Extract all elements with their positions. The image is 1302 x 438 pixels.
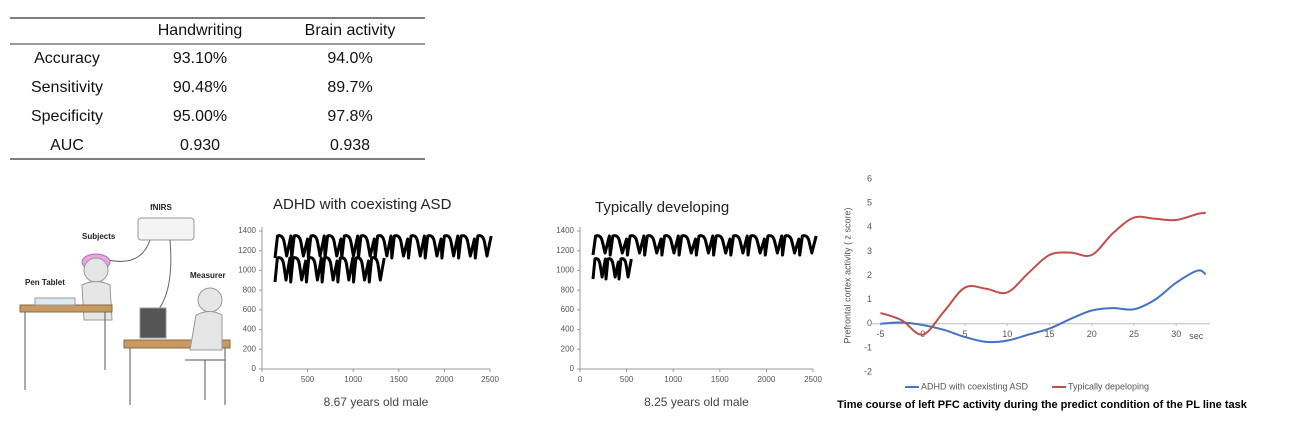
x-tick-label: 25 <box>1129 329 1139 339</box>
table-cell: 90.48% <box>173 79 227 96</box>
table-cell: 95.00% <box>173 108 227 125</box>
y-tick-label: 600 <box>561 305 575 314</box>
y-tick-label: 400 <box>561 325 575 334</box>
chair <box>185 359 225 400</box>
table-cell: 0.938 <box>330 137 370 154</box>
y-tick-label: 400 <box>243 325 257 334</box>
x-tick-label: 1000 <box>344 375 362 384</box>
x-tick-label: 30 <box>1171 329 1181 339</box>
x-tick-label: 2500 <box>481 375 499 384</box>
table-cell: 89.7% <box>327 79 372 96</box>
row-label: Accuracy <box>34 50 100 67</box>
y-tick-label: 800 <box>243 285 257 294</box>
y-tick-label: -2 <box>864 366 872 376</box>
y-tick-label: 1400 <box>556 226 574 235</box>
table-cell: 93.10% <box>173 50 227 67</box>
y-tick-label: 200 <box>243 344 257 353</box>
chart-title: Time course of left PFC activity during … <box>837 399 1248 411</box>
y-tick-label: 1400 <box>238 226 256 235</box>
legend-label: Typically depeloping <box>1068 381 1149 391</box>
table-cell: 97.8% <box>327 108 372 125</box>
y-tick-label: 600 <box>243 305 257 314</box>
x-tick-label: 1500 <box>390 375 408 384</box>
x-tick-label: 10 <box>1002 329 1012 339</box>
illustration <box>19 217 231 405</box>
x-tick-label: 2000 <box>758 375 776 384</box>
y-tick-label: 1 <box>867 294 872 304</box>
illustration-label: Measurer <box>190 271 226 280</box>
head <box>197 287 223 313</box>
data-line <box>880 211 1206 336</box>
x-tick-label: 2500 <box>804 375 822 384</box>
y-tick-label: -1 <box>864 342 872 352</box>
y-tick-label: 6 <box>867 173 872 183</box>
row-label: AUC <box>50 137 84 154</box>
handwriting-trace <box>273 234 493 260</box>
x-unit: sec <box>1189 331 1204 341</box>
y-tick-label: 0 <box>867 318 872 328</box>
y-tick-label: 5 <box>867 198 872 208</box>
x-tick-label: -5 <box>876 329 884 339</box>
x-tick-label: 5 <box>962 329 967 339</box>
chart-title: ADHD with coexisting ASD <box>273 196 452 213</box>
data-line <box>880 269 1207 344</box>
x-tick-label: 0 <box>578 375 583 384</box>
x-tick-label: 500 <box>620 375 634 384</box>
legend-label: ADHD with coexisting ASD <box>921 381 1029 391</box>
column-header: Handwriting <box>158 22 242 39</box>
body <box>189 311 223 351</box>
row-label: Specificity <box>31 108 103 125</box>
y-tick-label: 1200 <box>238 246 256 255</box>
x-tick-label: 0 <box>260 375 265 384</box>
handwriting-trace <box>591 257 633 281</box>
row-label: Sensitivity <box>31 79 103 96</box>
y-tick-label: 1000 <box>238 266 256 275</box>
desk <box>19 304 113 313</box>
laptop <box>139 307 167 339</box>
y-tick-label: 3 <box>867 246 872 256</box>
x-tick-label: 15 <box>1044 329 1054 339</box>
handwriting-trace <box>273 256 386 284</box>
x-tick-label: 500 <box>301 375 315 384</box>
desk-leg <box>129 348 226 405</box>
y-tick-label: 800 <box>561 285 575 294</box>
head <box>83 257 109 283</box>
table-cell: 0.930 <box>180 137 220 154</box>
x-axis-label: 8.25 years old male <box>644 395 749 409</box>
chart-title: Typically developing <box>595 199 729 216</box>
y-tick-label: 1000 <box>556 266 574 275</box>
illustration-label: Pen Tablet <box>25 278 65 287</box>
y-tick-label: 200 <box>561 344 575 353</box>
y-tick-label: 1200 <box>556 246 574 255</box>
body <box>81 281 113 321</box>
y-tick-label: 2 <box>867 270 872 280</box>
y-axis-label: Prefrontal cortex activity ( z score) <box>842 207 852 343</box>
x-tick-label: 20 <box>1087 329 1097 339</box>
y-tick-label: 4 <box>867 222 872 232</box>
device <box>137 217 195 241</box>
y-tick-label: 0 <box>570 364 575 373</box>
illustration-label: fNIRS <box>150 203 172 212</box>
x-axis-label: 8.67 years old male <box>324 395 429 409</box>
column-header: Brain activity <box>305 22 396 39</box>
y-tick-label: 0 <box>252 364 257 373</box>
tablet <box>34 297 76 306</box>
x-tick-label: 1000 <box>664 375 682 384</box>
handwriting-trace <box>591 234 818 257</box>
illustration-label: Subjects <box>82 232 116 241</box>
table-cell: 94.0% <box>327 50 372 67</box>
x-tick-label: 1500 <box>711 375 729 384</box>
x-tick-label: 2000 <box>436 375 454 384</box>
desk-leg <box>24 312 106 390</box>
